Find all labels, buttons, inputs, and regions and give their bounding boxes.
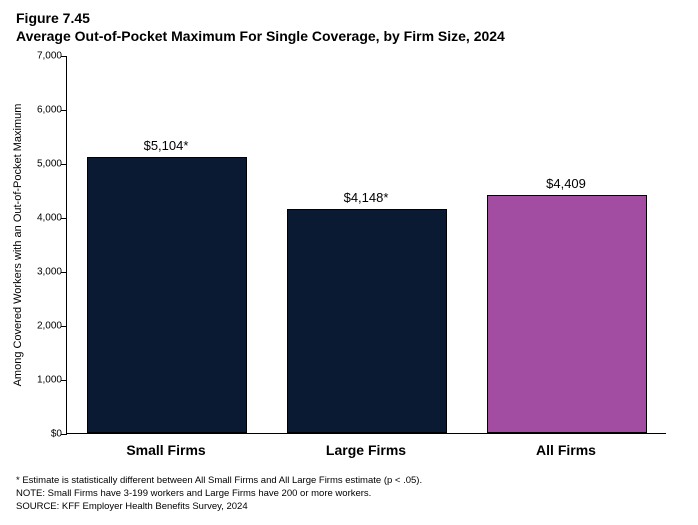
y-tick-label: 7,000 — [37, 51, 62, 62]
plot-area — [66, 56, 666, 434]
bar-value-label: $4,148* — [344, 190, 389, 205]
y-tick-label: 5,000 — [37, 159, 62, 170]
footnote-definition: NOTE: Small Firms have 3-199 workers and… — [16, 488, 371, 499]
footnote-significance: * Estimate is statistically different be… — [16, 475, 422, 486]
y-tick-label: $0 — [51, 429, 62, 440]
x-category-label: All Firms — [536, 442, 596, 458]
bar-value-label: $4,409 — [546, 176, 586, 191]
x-category-label: Large Firms — [326, 442, 406, 458]
y-tick-label: 2,000 — [37, 321, 62, 332]
y-tick-label: 4,000 — [37, 213, 62, 224]
bar — [87, 157, 247, 433]
footnote-source: SOURCE: KFF Employer Health Benefits Sur… — [16, 501, 248, 512]
bar — [287, 209, 447, 433]
figure-title: Average Out-of-Pocket Maximum For Single… — [16, 28, 505, 44]
figure-container: Figure 7.45 Average Out-of-Pocket Maximu… — [0, 0, 698, 525]
y-tick-label: 3,000 — [37, 267, 62, 278]
y-tick-label: 1,000 — [37, 375, 62, 386]
y-tick-label: 6,000 — [37, 105, 62, 116]
figure-number: Figure 7.45 — [16, 10, 90, 26]
x-category-label: Small Firms — [126, 442, 205, 458]
y-axis-label: Among Covered Workers with an Out-of-Poc… — [12, 104, 24, 387]
bar-value-label: $5,104* — [144, 138, 189, 153]
bar — [487, 195, 647, 433]
